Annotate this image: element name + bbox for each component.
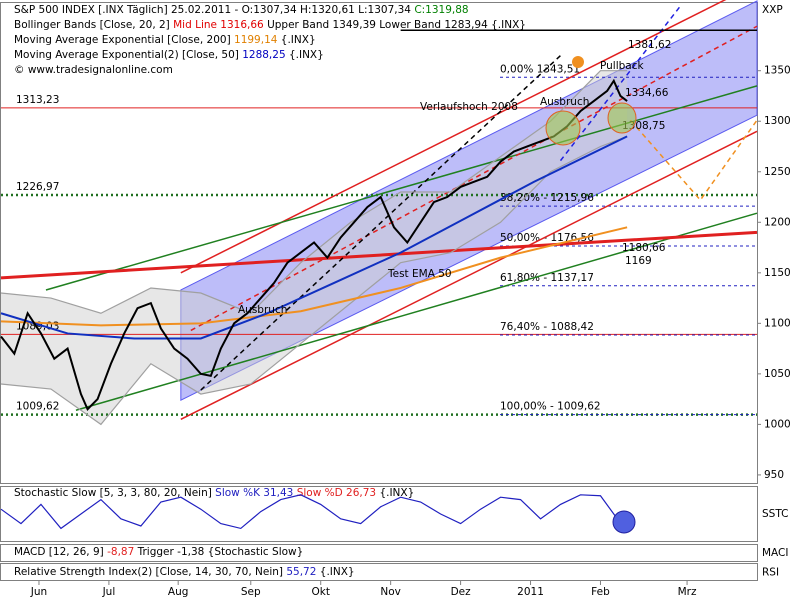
x-tick-label: Sep [241, 586, 261, 598]
legend-text: Slow %D 26,73 [297, 487, 376, 499]
fib-label: 100,00% - 1009,62 [500, 401, 601, 413]
trendline [0, 230, 758, 280]
main-panel [0, 2, 758, 484]
annotation: 1180,66 [622, 242, 666, 254]
fib-label: 0,00% 1343,51 [500, 63, 580, 75]
y-tick-label: 1350 [764, 65, 791, 77]
trendline [190, 25, 758, 332]
series-line [0, 135, 628, 426]
legend-text: 1199,14 [234, 34, 278, 46]
rsi-panel [0, 563, 758, 581]
x-tick-label: Okt [311, 586, 329, 598]
series-line [0, 226, 628, 327]
x-tick-label: 2011 [517, 586, 544, 598]
legend-text: Upper Band 1349,39 Lower Band 1283,94 {.… [267, 19, 526, 31]
legend-text: C:1319,88 [414, 4, 468, 16]
trendline [200, 54, 562, 391]
x-tick-label: Jun [30, 586, 47, 598]
level-label: 1009,62 [16, 401, 59, 413]
x-tick-label: Mrz [678, 586, 697, 598]
legend-text: Relative Strength Index(2) [Close, 14, 3… [14, 566, 286, 578]
legend-text: 1288,25 [242, 49, 285, 61]
stochastic-panel [0, 486, 758, 542]
x-tick-label: Nov [380, 586, 401, 598]
x-tick-label: Aug [168, 586, 189, 598]
legend-line: © www.tradesignalonline.com [14, 64, 173, 76]
annotation: Verlaufshoch 2008 [420, 101, 518, 113]
series-line [0, 70, 628, 314]
legend-line: S&P 500 INDEX [.INX Täglich] 25.02.2011 … [14, 4, 469, 16]
series-line [0, 494, 621, 530]
annotation: 1169 [625, 255, 652, 267]
trendline [75, 212, 758, 411]
legend-text: Trigger -1,38 {Stochastic Slow} [134, 546, 303, 558]
x-tick-label: Dez [451, 586, 472, 598]
x-tick-label: Jul [102, 586, 116, 598]
marker-dot [572, 56, 584, 68]
axis-label: MACI [762, 547, 789, 559]
legend-text: {.INX} [277, 34, 315, 46]
highlight-circle [545, 110, 581, 146]
y-tick-label: 1000 [764, 418, 791, 430]
y-tick-label: 1050 [764, 368, 791, 380]
level-label: 1313,23 [16, 94, 59, 106]
legend-text: Mid Line 1316,66 [173, 19, 267, 31]
legend-line: Stochastic Slow [5, 3, 3, 80, 20, Nein] … [14, 487, 414, 499]
y-tick-label: 1100 [764, 317, 791, 329]
legend-line: MACD [12, 26, 9] -8,87 Trigger -1,38 {St… [14, 546, 303, 558]
y-tick-label: 1300 [764, 115, 791, 127]
level-label: 1226,97 [16, 181, 59, 193]
legend-line: Relative Strength Index(2) [Close, 14, 3… [14, 566, 355, 578]
annotation: Test EMA 50 [387, 268, 452, 280]
annotation: Ausbruch [238, 304, 287, 316]
y-tick-label: 1200 [764, 216, 791, 228]
legend-text: Moving Average Exponential(2) [Close, 50… [14, 49, 242, 61]
annotation: 1334,66 [625, 87, 669, 99]
legend-line: Bollinger Bands [Close, 20, 2] Mid Line … [14, 19, 526, 31]
legend-line: Moving Average Exponential(2) [Close, 50… [14, 49, 324, 61]
legend-text: MACD [12, 26, 9] [14, 546, 107, 558]
annotation: Ausbruch [540, 96, 589, 108]
trendline [45, 85, 758, 291]
marker-dot [612, 510, 636, 534]
x-tick-label: Feb [591, 586, 610, 598]
series-line [0, 78, 628, 411]
legend-text: -8,87 [107, 546, 134, 558]
trendline [559, 5, 681, 162]
y-tick-label: 1150 [764, 267, 791, 279]
legend-text: O:1307,34 H:1320,61 L:1307,34 [242, 4, 415, 16]
legend-text: © www.tradesignalonline.com [14, 64, 173, 76]
legend-text: 55,72 [286, 566, 316, 578]
legend-text: {.INX} [286, 49, 324, 61]
legend-text: S&P 500 INDEX [.INX Täglich] 25.02.2011 … [14, 4, 242, 16]
annotation: 1381,62 [628, 39, 671, 51]
trendline [629, 119, 758, 202]
legend-text: Slow %K 31,43 [215, 487, 297, 499]
axis-label: RSI [762, 567, 779, 579]
y-tick-label: 950 [764, 469, 784, 481]
legend-text: Stochastic Slow [5, 3, 3, 80, 20, Nein] [14, 487, 215, 499]
trendline [180, 130, 758, 421]
fib-label: 38,20% - 1215,96 [500, 192, 594, 204]
axis-label: SSTC [762, 508, 788, 520]
legend-text: {.INX} [316, 566, 354, 578]
annotation: Pullback [600, 60, 645, 72]
axis-label: XXP [762, 4, 783, 16]
series-line [0, 135, 628, 340]
y-tick-label: 1250 [764, 166, 791, 178]
legend-text: Bollinger Bands [Close, 20, 2] [14, 19, 173, 31]
macd-panel [0, 544, 758, 562]
bollinger-fill [1, 70, 628, 425]
legend-text: Moving Average Exponential [Close, 200] [14, 34, 234, 46]
fib-label: 76,40% - 1088,42 [500, 321, 594, 333]
legend-text: {.INX} [376, 487, 414, 499]
highlight-circle [607, 102, 637, 134]
legend-line: Moving Average Exponential [Close, 200] … [14, 34, 316, 46]
